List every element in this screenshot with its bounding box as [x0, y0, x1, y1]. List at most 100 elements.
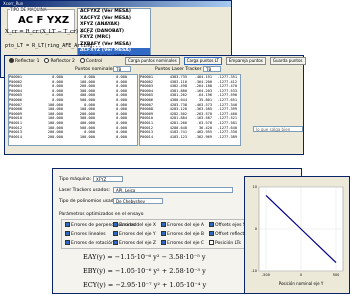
list-item[interactable]: XFYZ (ANAYAK)	[80, 22, 120, 27]
cell: P00006	[9, 97, 22, 102]
checkbox[interactable]: Errores del eje Z	[113, 240, 156, 246]
cell: P00011	[140, 120, 153, 125]
cell: -1277.521	[217, 116, 237, 121]
radio[interactable]: Reflector 1	[9, 58, 39, 64]
list-item[interactable]: ACFXYZ (Ver MESA)	[78, 48, 150, 55]
list-item[interactable]: XACFYZ (Ver MESA)	[80, 15, 131, 21]
cell: 4381.880	[169, 88, 187, 93]
cell: P00002	[140, 79, 153, 84]
cell: 100.000	[47, 125, 63, 130]
check-box	[161, 231, 166, 236]
list-item[interactable]: ACFYXZ (Ver MESA)	[80, 9, 131, 14]
button[interactable]: Carga puntos LT	[183, 57, 222, 65]
cell: -362.969	[194, 134, 212, 139]
cell: 200.000	[79, 84, 95, 89]
cell: -1277.651	[217, 97, 237, 102]
cell: P00010	[140, 116, 153, 121]
x-tick-label: 500	[333, 273, 340, 277]
check-box	[209, 231, 214, 236]
table-row: P00010 100.000 300.000 0.000	[9, 116, 137, 121]
checkbox[interactable]: Errores del eje A	[161, 222, 204, 228]
cell: 4380.644	[169, 97, 187, 102]
cell: 0.000	[116, 75, 127, 79]
label: Puntos Laser Tracker	[155, 67, 202, 72]
cell: P00004	[140, 88, 153, 93]
cell: 0.000	[116, 88, 127, 93]
formula: ECY(y) = −2.95·10⁻⁷ y² + 1.05·10⁻⁴ y	[83, 281, 207, 289]
radio-dot	[9, 58, 14, 63]
field: De Chebyshev	[113, 198, 163, 204]
checkbox[interactable]: Offset reflector	[209, 231, 249, 237]
table-row: P00012 100.000 500.000 0.000	[9, 126, 137, 131]
cell: P00002	[9, 79, 22, 84]
cell: P00005	[140, 93, 153, 98]
checkbox[interactable]: Errores del eje Y	[113, 231, 156, 237]
cell: P00008	[140, 107, 153, 112]
table-row: P00002 0.000 100.000 0.000	[9, 80, 137, 85]
button[interactable]: Carga puntos nominales	[125, 57, 180, 65]
checkbox[interactable]: Posición LTs	[209, 240, 241, 246]
table-row: P00003 0.000 200.000 0.000	[9, 84, 137, 89]
cell: -63.578	[196, 120, 212, 125]
table-row: P00001 4383.735 -464.191 -1277.351	[140, 75, 240, 80]
table-row: P00013 200.000 0.000 0.000	[9, 130, 137, 135]
button[interactable]: Guarda puntos	[269, 57, 306, 65]
formula: EAY(y) = −1.15·10⁻⁶ y² − 3.58·10⁻⁵ y	[83, 253, 206, 261]
checkbox[interactable]: Errores del eje B	[161, 231, 204, 237]
cell: -1277.640	[217, 125, 237, 130]
cell: P00012	[9, 125, 22, 130]
cell: 4381.262	[169, 93, 187, 98]
cell: 0.000	[116, 102, 127, 107]
button-row: Carga puntos nominales Carga puntos LT Emp…	[125, 57, 310, 65]
list-item[interactable]: ZXBAFY (Ver MESA)	[80, 41, 132, 47]
checkbox[interactable]: Errores del eje X	[113, 222, 156, 228]
cell: 4281.266	[169, 120, 187, 125]
list-item[interactable]: FXYZ (MRC)	[80, 35, 111, 40]
cell: -1277.581	[217, 120, 237, 125]
radio[interactable]: Control	[79, 58, 102, 64]
cell: -1277.533	[217, 88, 237, 93]
check-label: Errores del eje Y	[119, 232, 156, 237]
cell: 4183.123	[169, 134, 187, 139]
table-row: P00011 4281.266 -63.578 -1277.581	[140, 121, 240, 126]
plot-window: -500 0 500 -10 0 10 Posición nominal eje Y	[244, 176, 350, 294]
button[interactable]: Empareja puntos	[225, 57, 266, 65]
cell: P00014	[140, 134, 153, 139]
cell: -1277.460	[217, 111, 237, 116]
list-item[interactable]: XCFZ (DANOBAT)	[80, 28, 124, 34]
check-label: Offsets ejes SH	[215, 223, 250, 228]
cell: 35.801	[199, 97, 212, 102]
nominal-table: P00001 0.000 0.000 0.000 P00002 0.000 100.000 0…	[8, 74, 138, 146]
cell: P00009	[140, 111, 153, 116]
label: Laser Trackers usados:	[59, 188, 111, 193]
x-axis-label: Posición nominal eje Y	[279, 281, 324, 286]
cell: 0.000	[84, 102, 95, 107]
check-label: Offset reflector	[215, 232, 249, 237]
checkbox[interactable]: Offsets ejes SH	[209, 222, 249, 228]
cell: 0.000	[116, 84, 127, 89]
checkbox[interactable]: Errores lineales	[65, 231, 106, 237]
check-label: Errores del eje X	[119, 223, 157, 228]
table-row: P00007 4283.738 -463.573 -1277.340	[140, 103, 240, 108]
radio[interactable]: Reflector 2	[44, 58, 75, 64]
x-tick-label: 0	[300, 273, 302, 277]
cell: 0.000	[116, 130, 127, 135]
cell: 0.000	[116, 93, 127, 98]
formula: X_cr = R_cr·(X_LT − T_cr) + ...	[5, 29, 92, 35]
cell: 4283.120	[169, 107, 187, 112]
table-row: P00010 4281.884 -163.587 -1277.521	[140, 116, 240, 121]
code-input[interactable]: TB	[203, 66, 221, 72]
cell: P00013	[9, 130, 22, 135]
check-label: Posición LTs	[215, 241, 241, 246]
cell: P00010	[9, 116, 22, 121]
cell: 0.000	[116, 97, 127, 102]
cell: -263.570	[194, 111, 212, 116]
machine-name: AC F YXZ	[18, 15, 70, 26]
checkbox[interactable]: Errores del eje C	[161, 240, 204, 246]
checkbox[interactable]: Errores de perpendicularidad	[65, 222, 136, 228]
label: Tipo de polinomios usados:	[59, 199, 121, 204]
table-row: P00014 4183.123 -362.969 -1277.389	[140, 135, 240, 140]
checkbox[interactable]: Errores de rotación	[65, 240, 114, 246]
code-input[interactable]: TB	[113, 66, 131, 72]
cell: -1277.330	[217, 130, 237, 135]
